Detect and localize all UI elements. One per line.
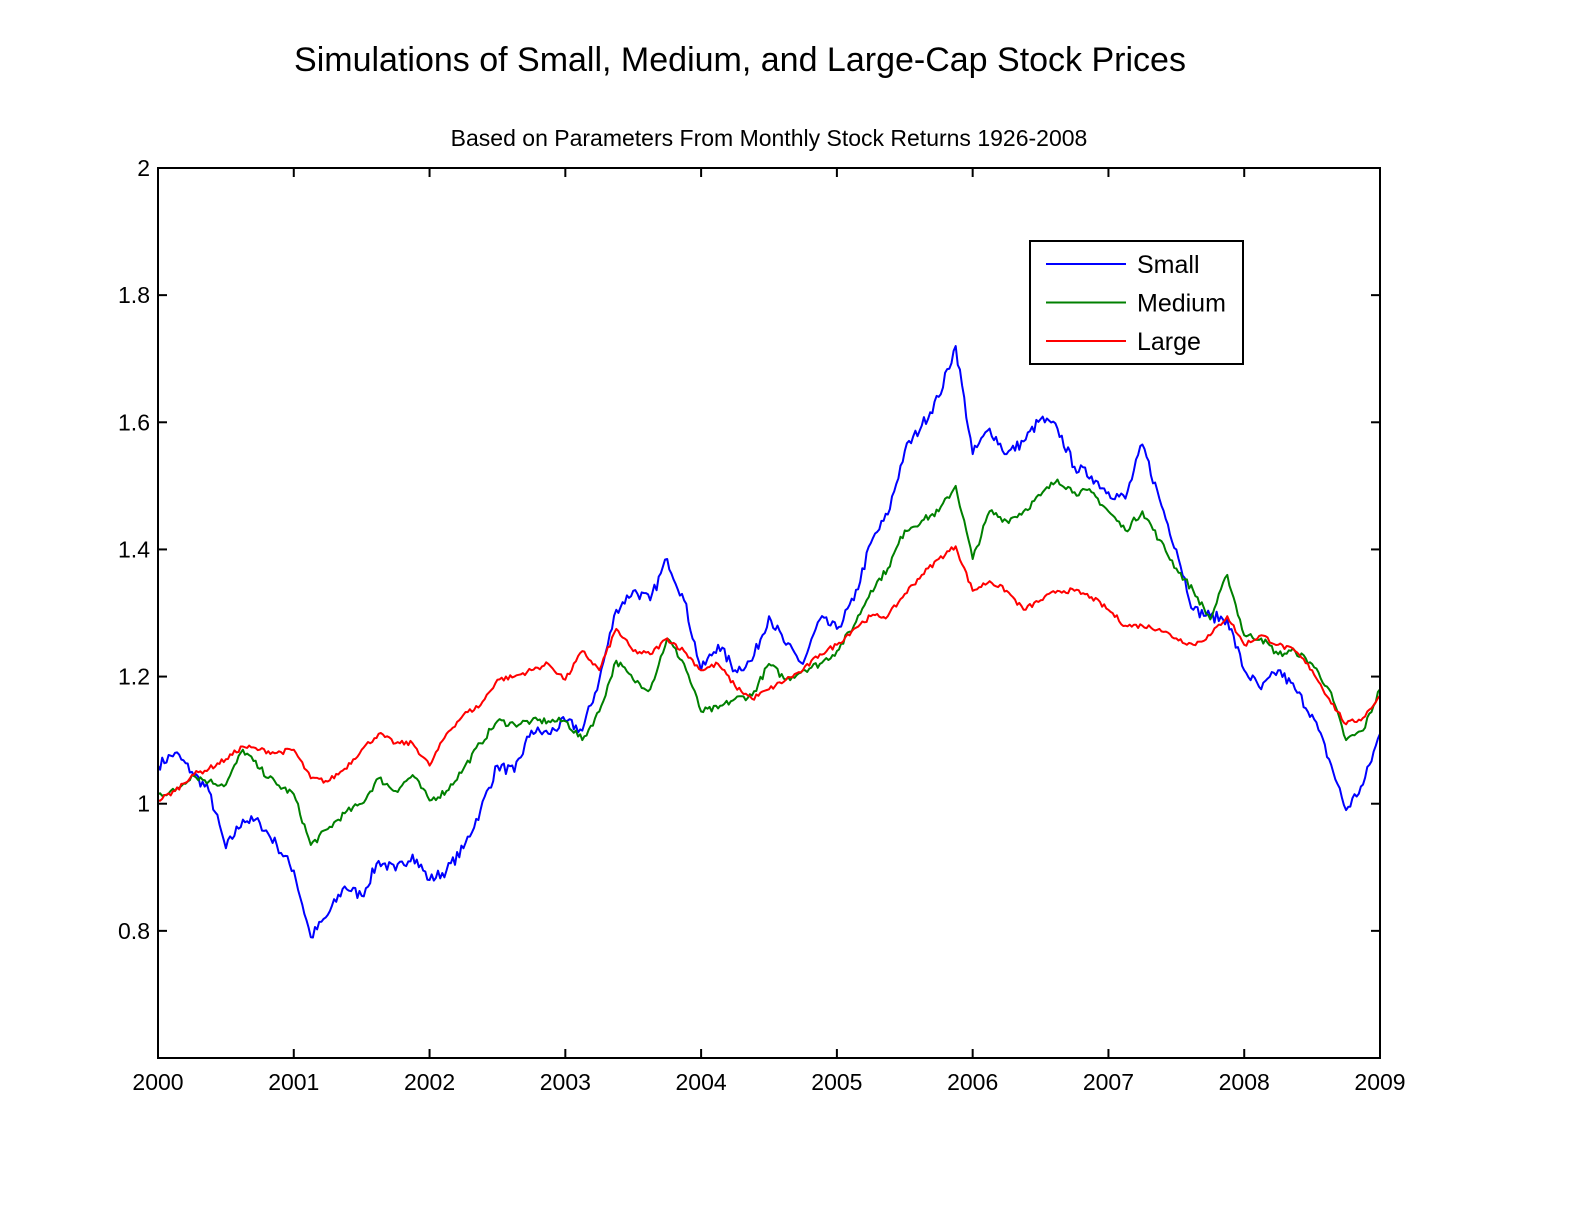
- x-tick-label: 2000: [132, 1069, 183, 1095]
- y-tick-label: 1.6: [118, 409, 150, 435]
- y-tick-label: 1: [137, 791, 150, 817]
- series-layer: [157, 345, 1381, 939]
- legend-label: Medium: [1137, 290, 1226, 318]
- series-line-large: [157, 545, 1381, 802]
- legend-label: Large: [1137, 328, 1201, 356]
- x-tick-label: 2002: [404, 1069, 455, 1095]
- chart-title: Simulations of Small, Medium, and Large-…: [294, 41, 1186, 79]
- x-tick-label: 2006: [947, 1069, 998, 1095]
- y-tick-label: 1.2: [118, 664, 150, 690]
- x-tick-label: 2009: [1354, 1069, 1405, 1095]
- series-line-medium: [157, 478, 1381, 846]
- x-tick-label: 2007: [1083, 1069, 1134, 1095]
- chart-subtitle: Based on Parameters From Monthly Stock R…: [451, 125, 1088, 151]
- legend: Small Medium Large: [1029, 240, 1244, 365]
- y-tick-label: 1.8: [118, 282, 150, 308]
- x-tick-label: 2003: [540, 1069, 591, 1095]
- y-tick-label: 0.8: [118, 918, 150, 944]
- y-tick-label: 1.4: [118, 536, 150, 562]
- x-tick-label: 2001: [268, 1069, 319, 1095]
- series-line-small: [157, 345, 1381, 939]
- x-tick-label: 2004: [676, 1069, 727, 1095]
- ticks-layer: 2000 2001 2002 2003 2004 2005 2006 2007 2008 2009…: [118, 155, 1406, 1095]
- legend-label: Small: [1137, 251, 1200, 279]
- x-tick-label: 2005: [811, 1069, 862, 1095]
- x-tick-label: 2008: [1219, 1069, 1270, 1095]
- plot-frame: [157, 167, 1381, 1059]
- y-tick-label: 2: [137, 155, 150, 181]
